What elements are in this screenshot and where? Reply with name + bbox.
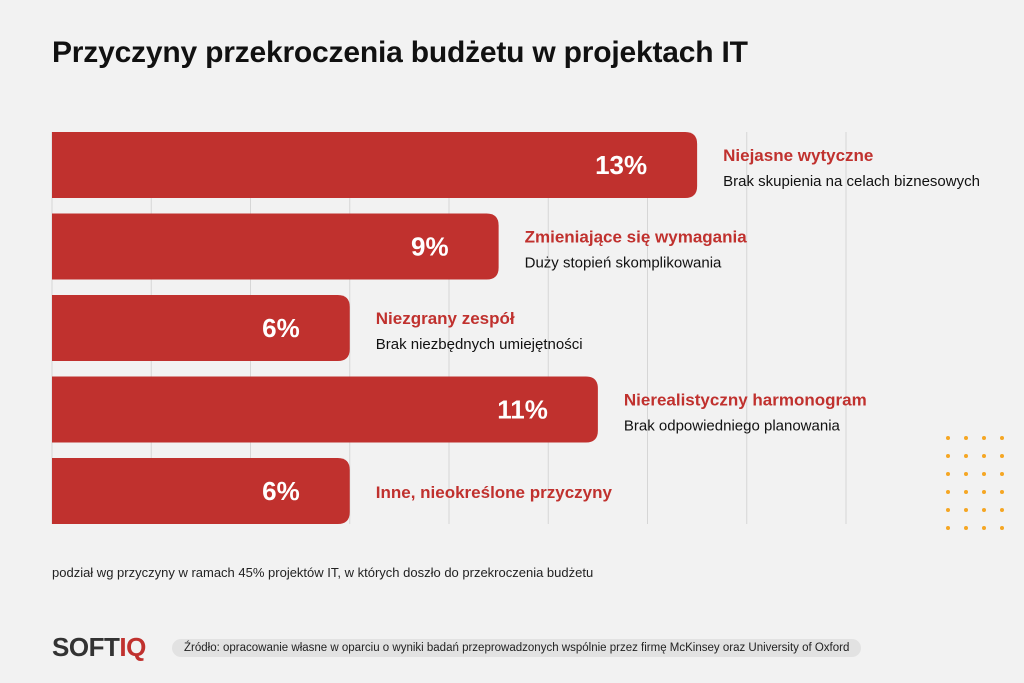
category-label: Zmieniające się wymagania [525,228,748,247]
decor-dot [946,472,950,476]
decor-dot [946,508,950,512]
logo-part-iq: IQ [119,632,146,662]
bar [52,213,499,280]
decor-dot [1000,490,1004,494]
chart-title: Przyczyny przekroczenia budżetu w projek… [52,36,748,69]
category-label: Nierealistyczny harmonogram [624,391,867,410]
decor-dot [946,454,950,458]
category-subtitle: Duży stopień skomplikowania [525,255,722,272]
decor-dot [982,436,986,440]
value-label: 9% [411,232,449,262]
decor-dot [964,472,968,476]
bar [52,295,350,361]
logo-part-soft: SOFT [52,632,120,662]
decor-dot [964,490,968,494]
softiq-logo: SOFTIQ [52,632,146,663]
category-label: Niejasne wytyczne [723,146,873,165]
decor-dot [1000,526,1004,530]
value-label: 6% [262,476,300,506]
category-label: Niezgrany zespół [376,309,515,328]
decor-dot [946,436,950,440]
decor-dot [982,526,986,530]
source-note: Źródło: opracowanie własne w oparciu o w… [172,639,862,657]
category-label: Inne, nieokreślone przyczyny [376,483,613,502]
value-label: 11% [497,395,548,425]
decor-dot [982,454,986,458]
decor-dot [1000,508,1004,512]
value-label: 6% [262,313,300,343]
bar [52,376,598,443]
decor-dot [1000,472,1004,476]
decor-dot [964,526,968,530]
category-subtitle: Brak odpowiedniego planowania [624,418,841,435]
chart-note: podział wg przyczyny w ramach 45% projek… [52,565,594,580]
category-subtitle: Brak skupienia na celach biznesowych [723,173,980,190]
decor-dot [1000,436,1004,440]
decor-dot [982,472,986,476]
bar [52,458,350,524]
bar [52,132,698,198]
decor-dot [982,508,986,512]
decor-dot [1000,454,1004,458]
decor-dot [964,454,968,458]
decor-dot [982,490,986,494]
decor-dot [946,526,950,530]
category-subtitle: Brak niezbędnych umiejętności [376,336,583,353]
decor-dot [964,508,968,512]
value-label: 13% [595,150,647,180]
decor-dot [964,436,968,440]
decor-dot [946,490,950,494]
bar-chart: 13% Niejasne wytyczne Brak skupienia na ce… [51,132,980,524]
